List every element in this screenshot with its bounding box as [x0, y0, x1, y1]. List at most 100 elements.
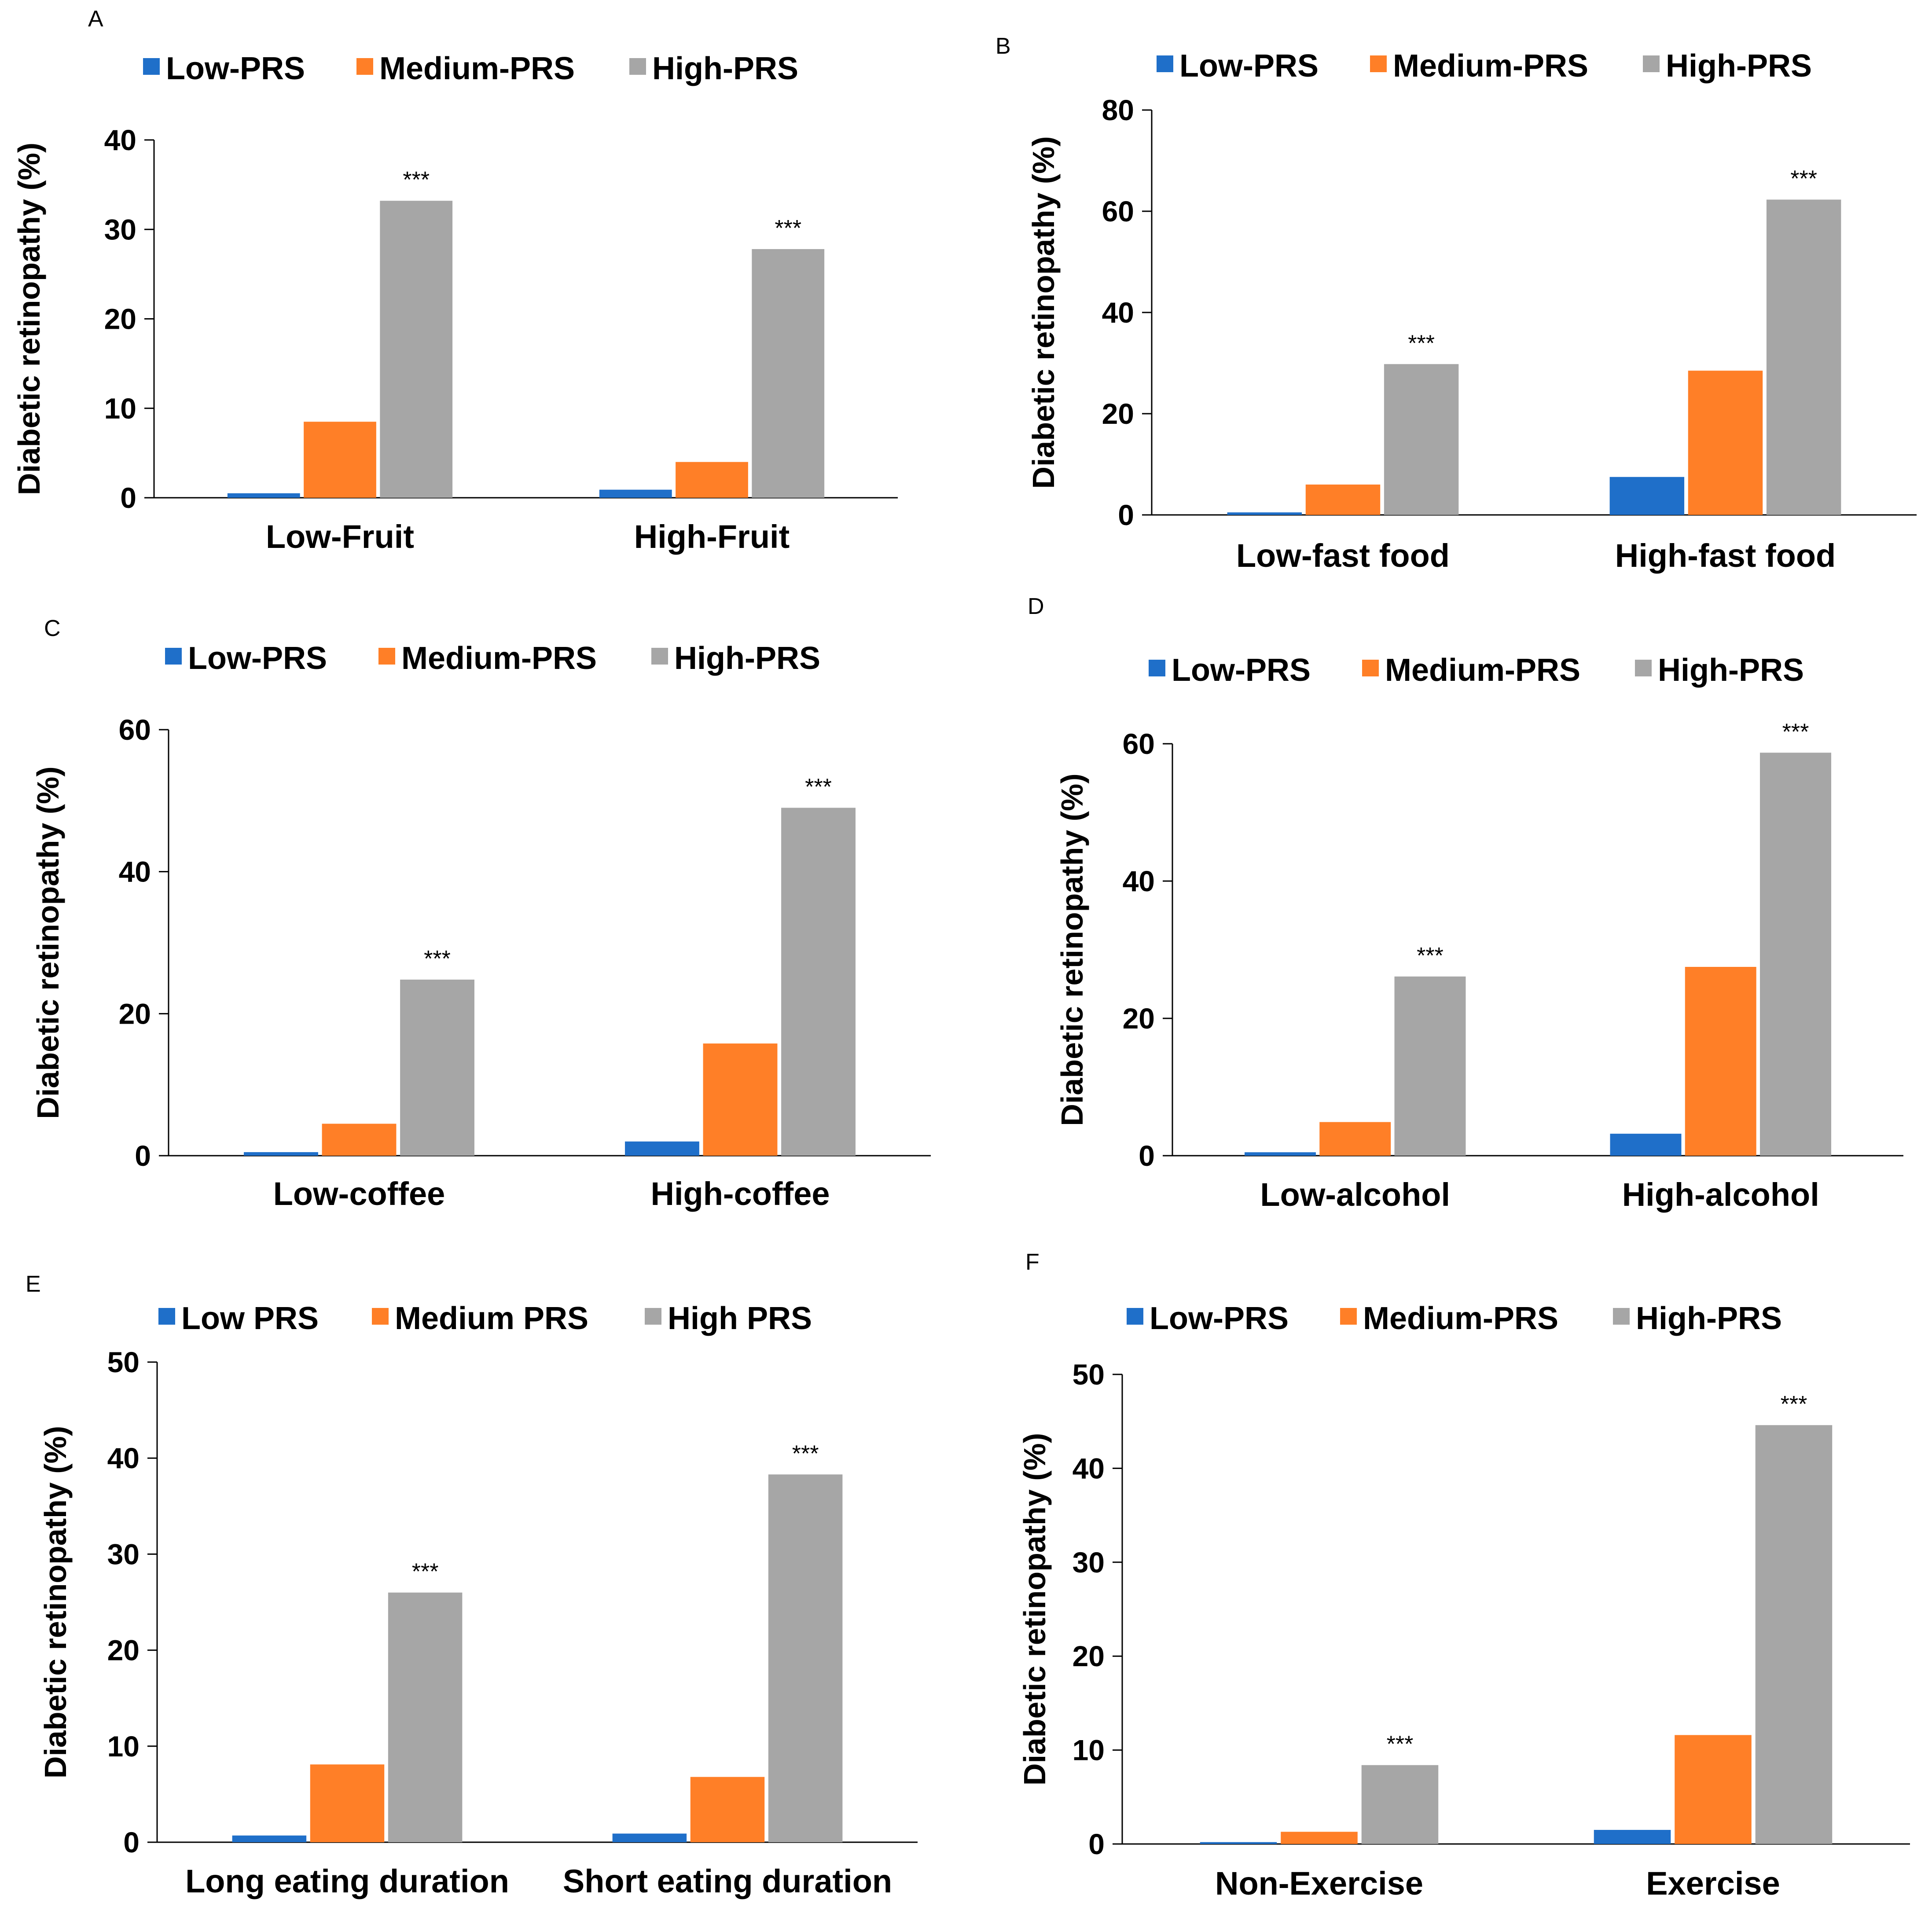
bar — [244, 1152, 318, 1156]
significance-label: *** — [412, 1559, 439, 1585]
y-tick-label: 60 — [1123, 727, 1155, 760]
legend-label: Low-PRS — [166, 51, 305, 86]
y-tick-label: 20 — [1102, 397, 1134, 430]
bar — [1610, 1134, 1682, 1156]
significance-label: *** — [1782, 719, 1809, 745]
y-tick-label: 60 — [119, 713, 151, 746]
legend-label: High-PRS — [652, 51, 798, 86]
y-tick-label: 60 — [1102, 195, 1134, 228]
bar — [676, 462, 748, 498]
bar — [1227, 512, 1302, 515]
legend-swatch — [1127, 1308, 1143, 1325]
bar — [400, 979, 474, 1156]
y-axis-label: Diabetic retinopathy (%) — [31, 766, 65, 1119]
bar — [227, 493, 300, 498]
x-category-label: Non-Exercise — [1215, 1865, 1423, 1902]
legend: Low-PRS Medium-PRS High-PRS — [1157, 48, 1812, 84]
y-tick-label: 0 — [123, 1826, 140, 1859]
y-tick-label: 30 — [1073, 1546, 1105, 1579]
significance-label: *** — [1781, 1392, 1807, 1417]
bar — [304, 422, 376, 498]
significance-label: *** — [424, 946, 451, 972]
bar — [1361, 1765, 1439, 1844]
legend-swatch — [1340, 1308, 1357, 1325]
bar — [1394, 976, 1466, 1156]
y-tick-label: 40 — [1102, 296, 1134, 329]
legend-label: High PRS — [668, 1301, 812, 1336]
legend-swatch — [165, 648, 182, 665]
legend-label: Medium-PRS — [1385, 653, 1580, 688]
bar — [1760, 753, 1831, 1156]
legend-label: Low-PRS — [1179, 48, 1319, 84]
bar — [1766, 199, 1841, 515]
legend-label: Low-PRS — [1150, 1301, 1289, 1336]
bar — [1675, 1735, 1752, 1844]
y-tick-label: 0 — [1139, 1139, 1155, 1172]
bar — [599, 489, 672, 498]
panel-d: D Low-PRS Medium-PRS High-PRS 0 20 40 60 Diabeti… — [1028, 594, 1903, 1213]
legend-swatch — [378, 648, 395, 665]
y-tick-label: 0 — [1118, 499, 1134, 531]
bar — [625, 1141, 699, 1156]
bar — [752, 249, 825, 498]
legend-swatch — [1370, 55, 1387, 72]
x-category-label: High-fast food — [1615, 537, 1836, 574]
bar — [1319, 1122, 1391, 1156]
panel-label: B — [995, 33, 1011, 59]
significance-label: *** — [792, 1441, 819, 1466]
y-axis-label: Diabetic retinopathy (%) — [1026, 136, 1061, 489]
x-category-label: Exercise — [1646, 1865, 1780, 1902]
x-category-label: Low-Fruit — [266, 518, 414, 555]
panel-label: D — [1028, 594, 1044, 619]
bar — [1609, 477, 1685, 515]
legend: Low-PRS Medium-PRS High-PRS — [1149, 653, 1804, 688]
bar — [768, 1474, 843, 1842]
legend-label: High-PRS — [1636, 1301, 1782, 1336]
panel-b: B Low-PRS Medium-PRS High-PRS 0 20 40 60 80 Diabe… — [995, 33, 1917, 574]
y-tick-label: 30 — [107, 1538, 140, 1570]
legend-label: Medium-PRS — [1363, 1301, 1558, 1336]
bar — [322, 1124, 397, 1156]
y-tick-label: 0 — [1088, 1828, 1105, 1860]
y-tick-label: 40 — [107, 1442, 140, 1474]
panel-c: C Low-PRS Medium-PRS High-PRS 0 20 40 60 Diabeti… — [31, 616, 931, 1212]
y-tick-label: 20 — [1073, 1640, 1105, 1672]
bar — [1685, 967, 1756, 1156]
x-category-label: High-coffee — [651, 1175, 830, 1212]
panel-label: C — [44, 616, 61, 641]
panel-label: E — [26, 1271, 41, 1297]
y-tick-label: 80 — [1102, 94, 1134, 126]
y-tick-label: 30 — [104, 213, 136, 246]
y-tick-label: 40 — [1073, 1452, 1105, 1484]
legend-swatch — [1362, 660, 1379, 676]
panel-label: F — [1025, 1249, 1039, 1275]
significance-label: *** — [1408, 331, 1435, 356]
y-tick-label: 50 — [107, 1346, 140, 1378]
x-category-label: Low-coffee — [273, 1175, 445, 1212]
legend-label: Medium-PRS — [379, 51, 575, 86]
panel-e: E Low PRS Medium PRS High PRS 0 10 20 30 40 50 Dia… — [26, 1271, 918, 1899]
bar — [1281, 1832, 1358, 1844]
bar — [310, 1764, 385, 1842]
legend-swatch — [356, 58, 373, 75]
legend: Low-PRS Medium-PRS High-PRS — [165, 641, 820, 676]
bar — [1688, 371, 1763, 515]
panel-f: F Low-PRS Medium-PRS High-PRS 0 10 20 30 40 50 Dia… — [1017, 1249, 1910, 1902]
significance-label: *** — [1387, 1732, 1414, 1757]
bar — [703, 1043, 778, 1156]
bar — [612, 1833, 687, 1842]
bar — [1305, 485, 1381, 515]
y-axis-label: Diabetic retinopathy (%) — [1055, 773, 1089, 1126]
y-tick-label: 10 — [107, 1730, 140, 1763]
y-tick-label: 0 — [135, 1139, 151, 1172]
significance-label: *** — [805, 774, 832, 800]
legend-swatch — [651, 648, 668, 665]
legend-swatch — [1157, 55, 1173, 72]
y-tick-label: 20 — [104, 303, 136, 335]
legend-label: Medium PRS — [395, 1301, 588, 1336]
y-axis-label: Diabetic retinopathy (%) — [12, 143, 46, 495]
significance-label: *** — [403, 167, 430, 193]
panel-a: A Low-PRS Medium-PRS High-PRS 0 10 20 30 40 Diabe… — [12, 6, 898, 555]
legend-label: Medium-PRS — [1393, 48, 1588, 84]
